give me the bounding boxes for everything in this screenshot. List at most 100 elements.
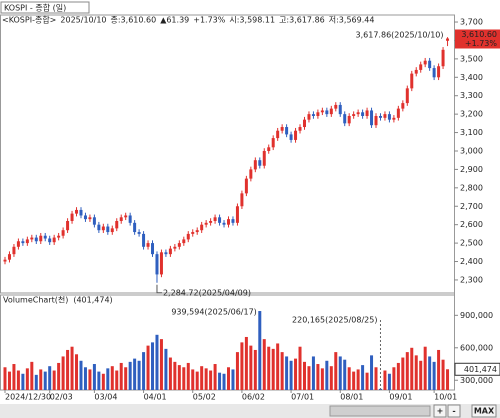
- candle-body: [137, 232, 141, 234]
- candle-body: [200, 224, 204, 231]
- volume-bar: [441, 359, 445, 390]
- volume-bar: [361, 365, 365, 390]
- info-field: ▲61.39: [160, 16, 189, 25]
- volume-bar: [191, 369, 195, 390]
- volume-bar: [195, 371, 199, 390]
- candle-body: [262, 150, 266, 166]
- candle-body: [316, 112, 320, 116]
- candle-body: [101, 226, 105, 231]
- volume-bar: [347, 367, 351, 390]
- annotation: 3,617.86(2025/10/10): [356, 31, 444, 40]
- volume-bar: [43, 371, 47, 390]
- candle-body: [307, 114, 311, 120]
- candle-body: [209, 220, 213, 223]
- candle-body: [115, 220, 119, 229]
- candle-body: [30, 237, 34, 240]
- volume-bar: [343, 359, 347, 390]
- candle-body: [204, 222, 208, 225]
- candle-body: [280, 127, 284, 131]
- info-field: 고:3,617.86: [279, 16, 325, 25]
- x-tick-label: 09/01: [389, 393, 412, 402]
- candle-body: [294, 130, 298, 140]
- volume-bar: [70, 346, 74, 390]
- volume-bar: [329, 366, 333, 390]
- control-label[interactable]: +: [437, 407, 444, 416]
- scroll-thumb[interactable]: [329, 405, 431, 417]
- volume-bar: [200, 366, 204, 390]
- y-tick-label: 300,000: [460, 376, 493, 385]
- volume-bar: [12, 364, 16, 390]
- volume-bar: [133, 358, 137, 390]
- candle-body: [25, 239, 29, 244]
- title: KOSPI - 종합 (일): [4, 4, 66, 13]
- control-button[interactable]: [471, 404, 497, 418]
- volume-bar: [79, 360, 83, 390]
- volume-bar: [356, 369, 360, 390]
- volume-box-label: 401,474: [464, 365, 497, 374]
- volume-bar: [137, 360, 141, 390]
- annotation: 220,165(2025/08/25): [292, 316, 377, 325]
- candle-body: [231, 219, 235, 223]
- volume-bar: [101, 373, 105, 390]
- volume-bar: [298, 346, 302, 390]
- candle-body: [79, 209, 83, 216]
- control-label[interactable]: MAX: [474, 407, 495, 416]
- candle-body: [437, 66, 441, 78]
- candle-body: [177, 243, 181, 247]
- volume-bar: [61, 356, 65, 390]
- candle-body: [334, 104, 338, 109]
- volume-bar: [30, 361, 34, 390]
- volume-bar: [110, 366, 114, 390]
- candle-body: [235, 206, 239, 223]
- volume-bar: [280, 352, 284, 390]
- candle-body: [61, 230, 65, 236]
- volume-bar: [289, 360, 293, 390]
- candle-body: [347, 115, 351, 124]
- volume-bar: [52, 370, 56, 390]
- annotation: 939,594(2025/06/17): [171, 308, 256, 317]
- volume-bar: [285, 356, 289, 390]
- volume-bar: [173, 361, 177, 390]
- y-tick-label: 2,900: [460, 165, 483, 174]
- x-tick-label: 06/02: [242, 393, 265, 402]
- volume-bar: [374, 367, 378, 390]
- candle-body: [414, 69, 418, 74]
- volume-bar: [244, 336, 248, 390]
- candle-body: [164, 252, 168, 255]
- control-button[interactable]: [447, 404, 461, 418]
- volume-bar: [34, 374, 38, 390]
- y-tick-label: 2,300: [460, 275, 483, 284]
- candle-body: [267, 147, 271, 151]
- x-tick-label: 04/01: [144, 393, 167, 402]
- control-label[interactable]: -: [452, 407, 455, 416]
- candle-body: [110, 228, 114, 233]
- candle-body: [182, 239, 186, 244]
- candle-body: [12, 246, 16, 255]
- candle-body: [119, 217, 123, 221]
- candle-body: [155, 254, 159, 275]
- candle-body: [218, 217, 222, 223]
- y-tick-label: 3,000: [460, 146, 483, 155]
- candle-body: [186, 233, 190, 240]
- volume-bar: [218, 372, 222, 390]
- control-button[interactable]: [433, 404, 447, 418]
- title-box[interactable]: [0, 1, 90, 14]
- candle-body: [410, 73, 414, 89]
- volume-bar: [262, 339, 266, 390]
- volume-bar: [432, 361, 436, 390]
- candle-body: [240, 193, 244, 207]
- candle-body: [39, 235, 43, 242]
- volume-bar: [83, 367, 87, 390]
- volume-bar: [271, 348, 275, 390]
- x-tick-label: 07/01: [291, 393, 314, 402]
- candle-body: [352, 114, 356, 116]
- candle-body: [285, 127, 289, 135]
- volume-bar: [3, 367, 7, 390]
- candle-body: [343, 114, 347, 124]
- volume-bar: [437, 349, 441, 390]
- volume-bar: [325, 360, 329, 390]
- volume-bar: [320, 368, 324, 390]
- y-tick-label: 2,700: [460, 202, 483, 211]
- price-box-label: +1.73%: [465, 39, 498, 48]
